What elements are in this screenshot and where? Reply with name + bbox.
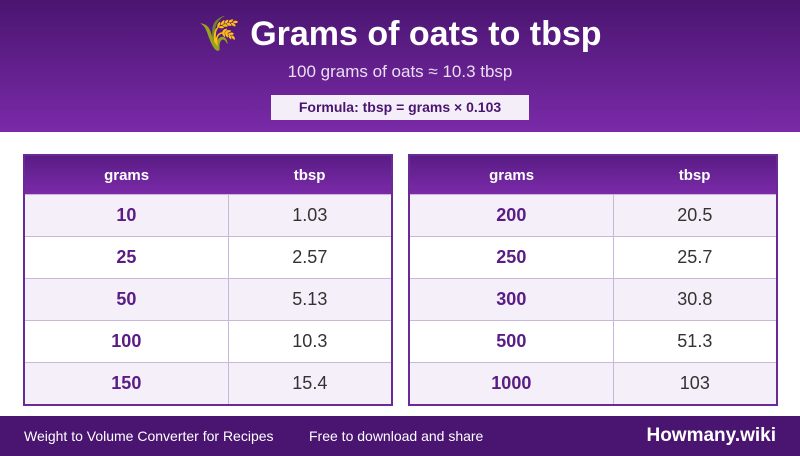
row: 300 30.8 <box>408 278 778 321</box>
cell: 10 <box>23 194 229 237</box>
column-header: tbsp <box>613 155 777 195</box>
footer: Weight to Volume Converter for Recipes F… <box>0 416 800 456</box>
title: Grams of oats to tbsp <box>250 15 602 53</box>
row: 150 15.4 <box>23 362 393 406</box>
icon: 🌾 <box>198 15 241 53</box>
cell: 500 <box>408 320 614 363</box>
row: 25 2.57 <box>23 236 393 279</box>
row: 250 25.7 <box>408 236 778 279</box>
column-header: grams <box>24 155 229 195</box>
header-row: grams tbsp <box>24 155 392 195</box>
cell: 103 <box>612 362 778 406</box>
cell: 150 <box>23 362 229 406</box>
cell: 1.03 <box>227 194 393 237</box>
row: 500 51.3 <box>408 320 778 363</box>
cell: 300 <box>408 278 614 321</box>
header: 🌾 Grams of oats to tbsp 100 grams of oat… <box>0 0 800 132</box>
cell: 200 <box>408 194 614 237</box>
cell: 15.4 <box>227 362 393 406</box>
row: 200 20.5 <box>408 194 778 237</box>
row: 100 10.3 <box>23 320 393 363</box>
cell: 10.3 <box>227 320 393 363</box>
row: 1000 103 <box>408 362 778 406</box>
footer-text: Free to download and share <box>309 428 484 444</box>
cell: 25.7 <box>612 236 778 279</box>
header-row: grams tbsp <box>409 155 777 195</box>
cell: 50 <box>23 278 229 321</box>
formula: Formula: tbsp = grams × 0.103 <box>271 95 529 120</box>
table: grams tbsp 200 20.5 250 25.7 300 30.8 500 51.3 100… <box>408 154 778 406</box>
row: 50 5.13 <box>23 278 393 321</box>
cell: 5.13 <box>227 278 393 321</box>
column-header: grams <box>409 155 614 195</box>
cell: 1000 <box>408 362 614 406</box>
row: 10 1.03 <box>23 194 393 237</box>
cell: 51.3 <box>612 320 778 363</box>
brand[interactable]: Howmany.wiki <box>646 425 776 446</box>
column-header: tbsp <box>228 155 392 195</box>
cell: 250 <box>408 236 614 279</box>
cell: 100 <box>23 320 229 363</box>
title-row: 🌾 Grams of oats to tbsp <box>0 14 800 54</box>
cell: 2.57 <box>227 236 393 279</box>
cell: 25 <box>23 236 229 279</box>
cell: 20.5 <box>612 194 778 237</box>
cell: 30.8 <box>612 278 778 321</box>
table: grams tbsp 10 1.03 25 2.57 50 5.13 100 10.3 150 15.… <box>23 154 393 406</box>
subtitle: 100 grams of oats ≈ 10.3 tbsp <box>287 62 513 81</box>
footer-text: Weight to Volume Converter for Recipes <box>24 428 274 444</box>
